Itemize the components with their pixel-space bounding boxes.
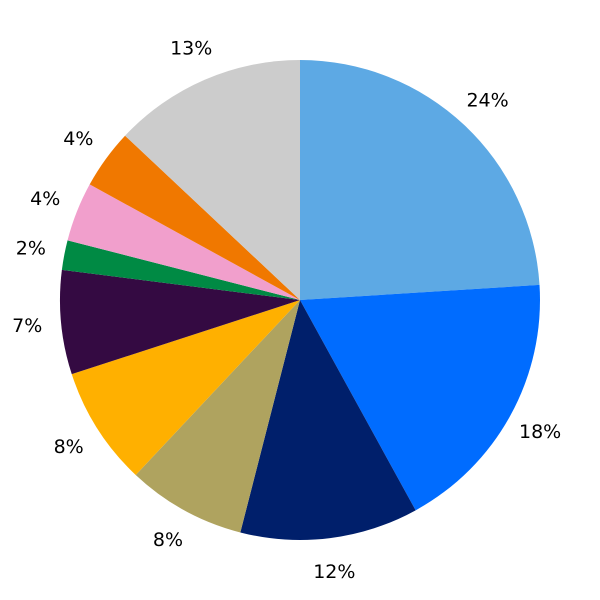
pie-slice (125, 60, 300, 300)
pie-slice (300, 284, 540, 511)
slice-label: 8% (153, 529, 183, 551)
slice-label: 2% (16, 238, 46, 260)
pie-slice (71, 300, 301, 475)
slice-label: 8% (54, 436, 84, 458)
pie-slice (59, 269, 300, 375)
pie-slice (89, 135, 300, 300)
pie-slice (300, 60, 540, 300)
slice-label: 4% (30, 188, 60, 210)
pie-slice (61, 240, 300, 300)
pie-slice (240, 300, 416, 540)
pie-slice (135, 300, 300, 533)
slice-label: 4% (63, 128, 93, 150)
slice-label: 13% (170, 38, 212, 60)
slice-label: 7% (12, 315, 42, 337)
slice-label: 18% (519, 421, 561, 443)
slice-label: 24% (466, 89, 508, 111)
pie-slice (67, 184, 300, 300)
slice-label: 12% (313, 561, 355, 583)
